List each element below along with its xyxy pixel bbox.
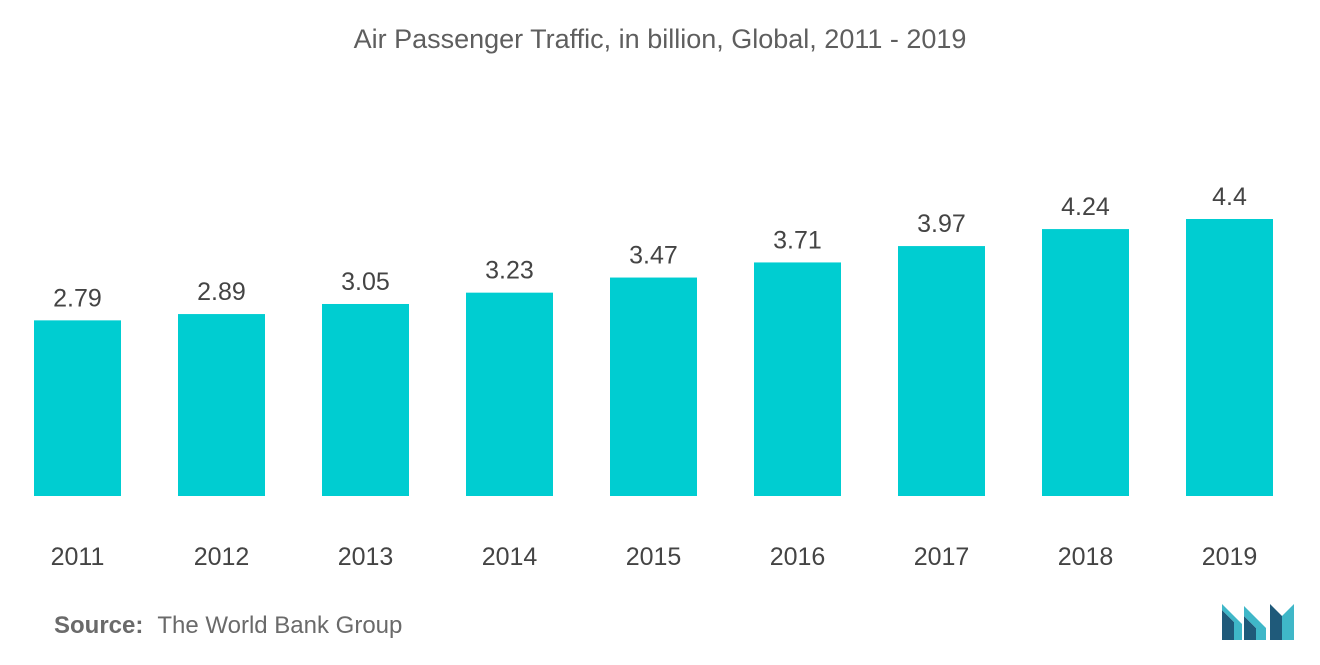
- value-label-2014: 3.23: [485, 257, 534, 285]
- value-label-2013: 3.05: [341, 268, 390, 296]
- value-label-2012: 2.89: [197, 278, 246, 306]
- x-tick-2016: 2016: [770, 543, 826, 571]
- x-tick-2018: 2018: [1058, 543, 1114, 571]
- bar-2016: [754, 262, 841, 496]
- x-tick-2017: 2017: [914, 543, 970, 571]
- bar-2015: [610, 277, 697, 496]
- x-axis-ticks-group: 2011 2012 2013 2014 2015 2016 2017 2018 2019: [51, 543, 1258, 571]
- bar-2013: [322, 303, 409, 496]
- source-text: The World Bank Group: [157, 612, 403, 639]
- bar-2012: [178, 314, 265, 496]
- value-label-2016: 3.71: [773, 226, 822, 254]
- value-label-2019: 4.4: [1212, 183, 1247, 211]
- value-label-2015: 3.47: [629, 242, 678, 270]
- bar-2014: [466, 292, 553, 496]
- source-note: Source: The World Bank Group: [54, 612, 402, 640]
- mordor-intelligence-logo-icon: [1222, 604, 1294, 640]
- x-tick-2019: 2019: [1202, 543, 1258, 571]
- x-tick-2012: 2012: [194, 543, 250, 571]
- value-labels-group: 2.79 2.89 3.05 3.23 3.47 3.71 3.97 4.24 4.4: [53, 183, 1247, 312]
- x-tick-2014: 2014: [482, 543, 538, 571]
- source-label: Source:: [54, 612, 144, 639]
- x-tick-2013: 2013: [338, 543, 394, 571]
- bar-2017: [898, 246, 985, 496]
- x-tick-2015: 2015: [626, 543, 682, 571]
- chart-title: Air Passenger Traffic, in billion, Globa…: [353, 24, 967, 54]
- value-label-2017: 3.97: [917, 210, 966, 238]
- bar-2019: [1186, 219, 1273, 496]
- bar-2011: [34, 320, 121, 496]
- bar-2018: [1042, 229, 1129, 496]
- value-label-2018: 4.24: [1061, 193, 1110, 221]
- x-tick-2011: 2011: [51, 543, 105, 571]
- bars-group: [34, 219, 1273, 496]
- value-label-2011: 2.79: [53, 284, 102, 312]
